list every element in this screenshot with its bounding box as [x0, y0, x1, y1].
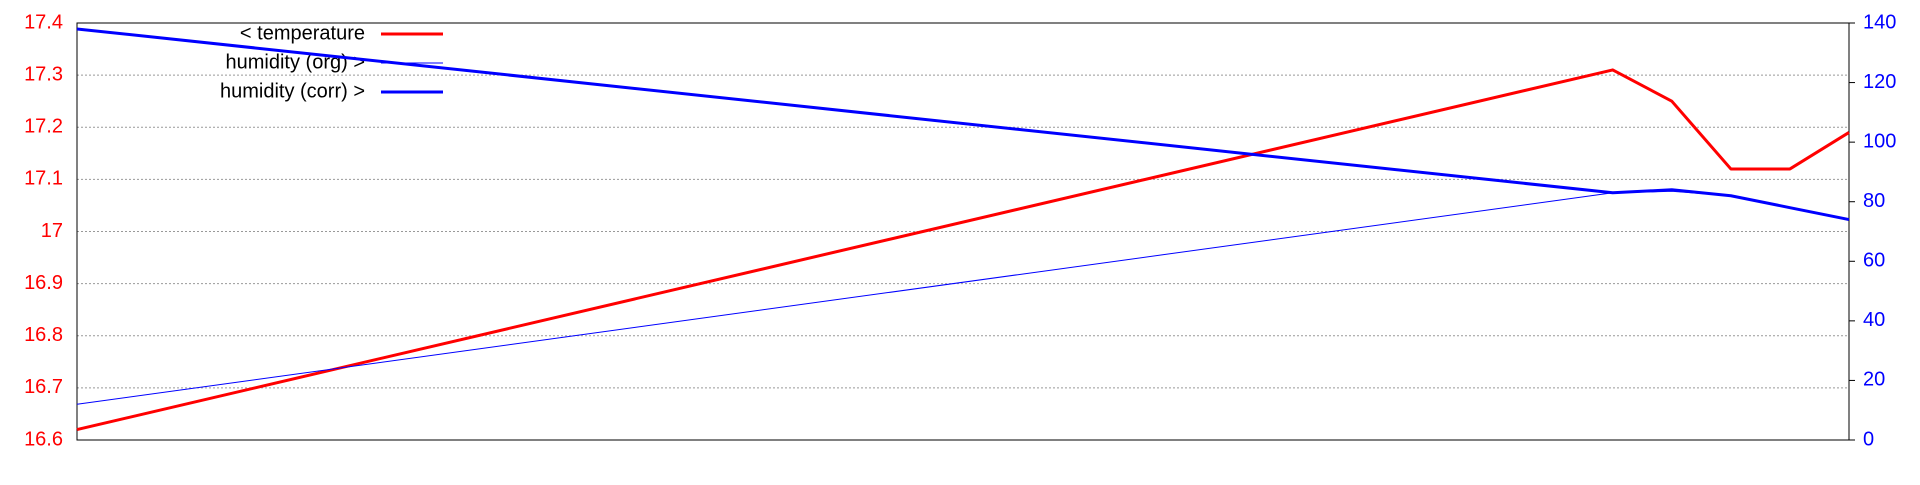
y-tick-label: 17.3	[24, 63, 63, 85]
y2-tick-label: 100	[1863, 130, 1896, 152]
legend-label: < temperature	[240, 22, 365, 44]
y2-tick-label: 60	[1863, 250, 1885, 272]
y-tick-label: 16.8	[24, 324, 63, 346]
y2-tick-label: 40	[1863, 309, 1885, 331]
plot-frame	[76, 22, 1850, 441]
y2-tick-label: 140	[1863, 11, 1896, 33]
y-tick-label: 17.2	[24, 116, 63, 138]
series-line	[76, 68, 1850, 432]
y-tick-label: 16.6	[24, 428, 63, 450]
legend-label: humidity (org) >	[226, 51, 366, 73]
y-tick-label: 17.4	[24, 11, 63, 33]
y-tick-label: 16.9	[24, 272, 63, 294]
y2-tick-label: 80	[1863, 190, 1885, 212]
y2-tick-label: 120	[1863, 71, 1896, 93]
y-tick-label: 16.7	[24, 376, 63, 398]
legend-label: humidity (corr) >	[220, 80, 365, 102]
y2-tick-label: 20	[1863, 369, 1885, 391]
y-tick-label: 17	[41, 220, 63, 242]
y-tick-label: 17.1	[24, 168, 63, 190]
series-line	[76, 27, 1850, 222]
y2-tick-label: 0	[1863, 428, 1874, 450]
